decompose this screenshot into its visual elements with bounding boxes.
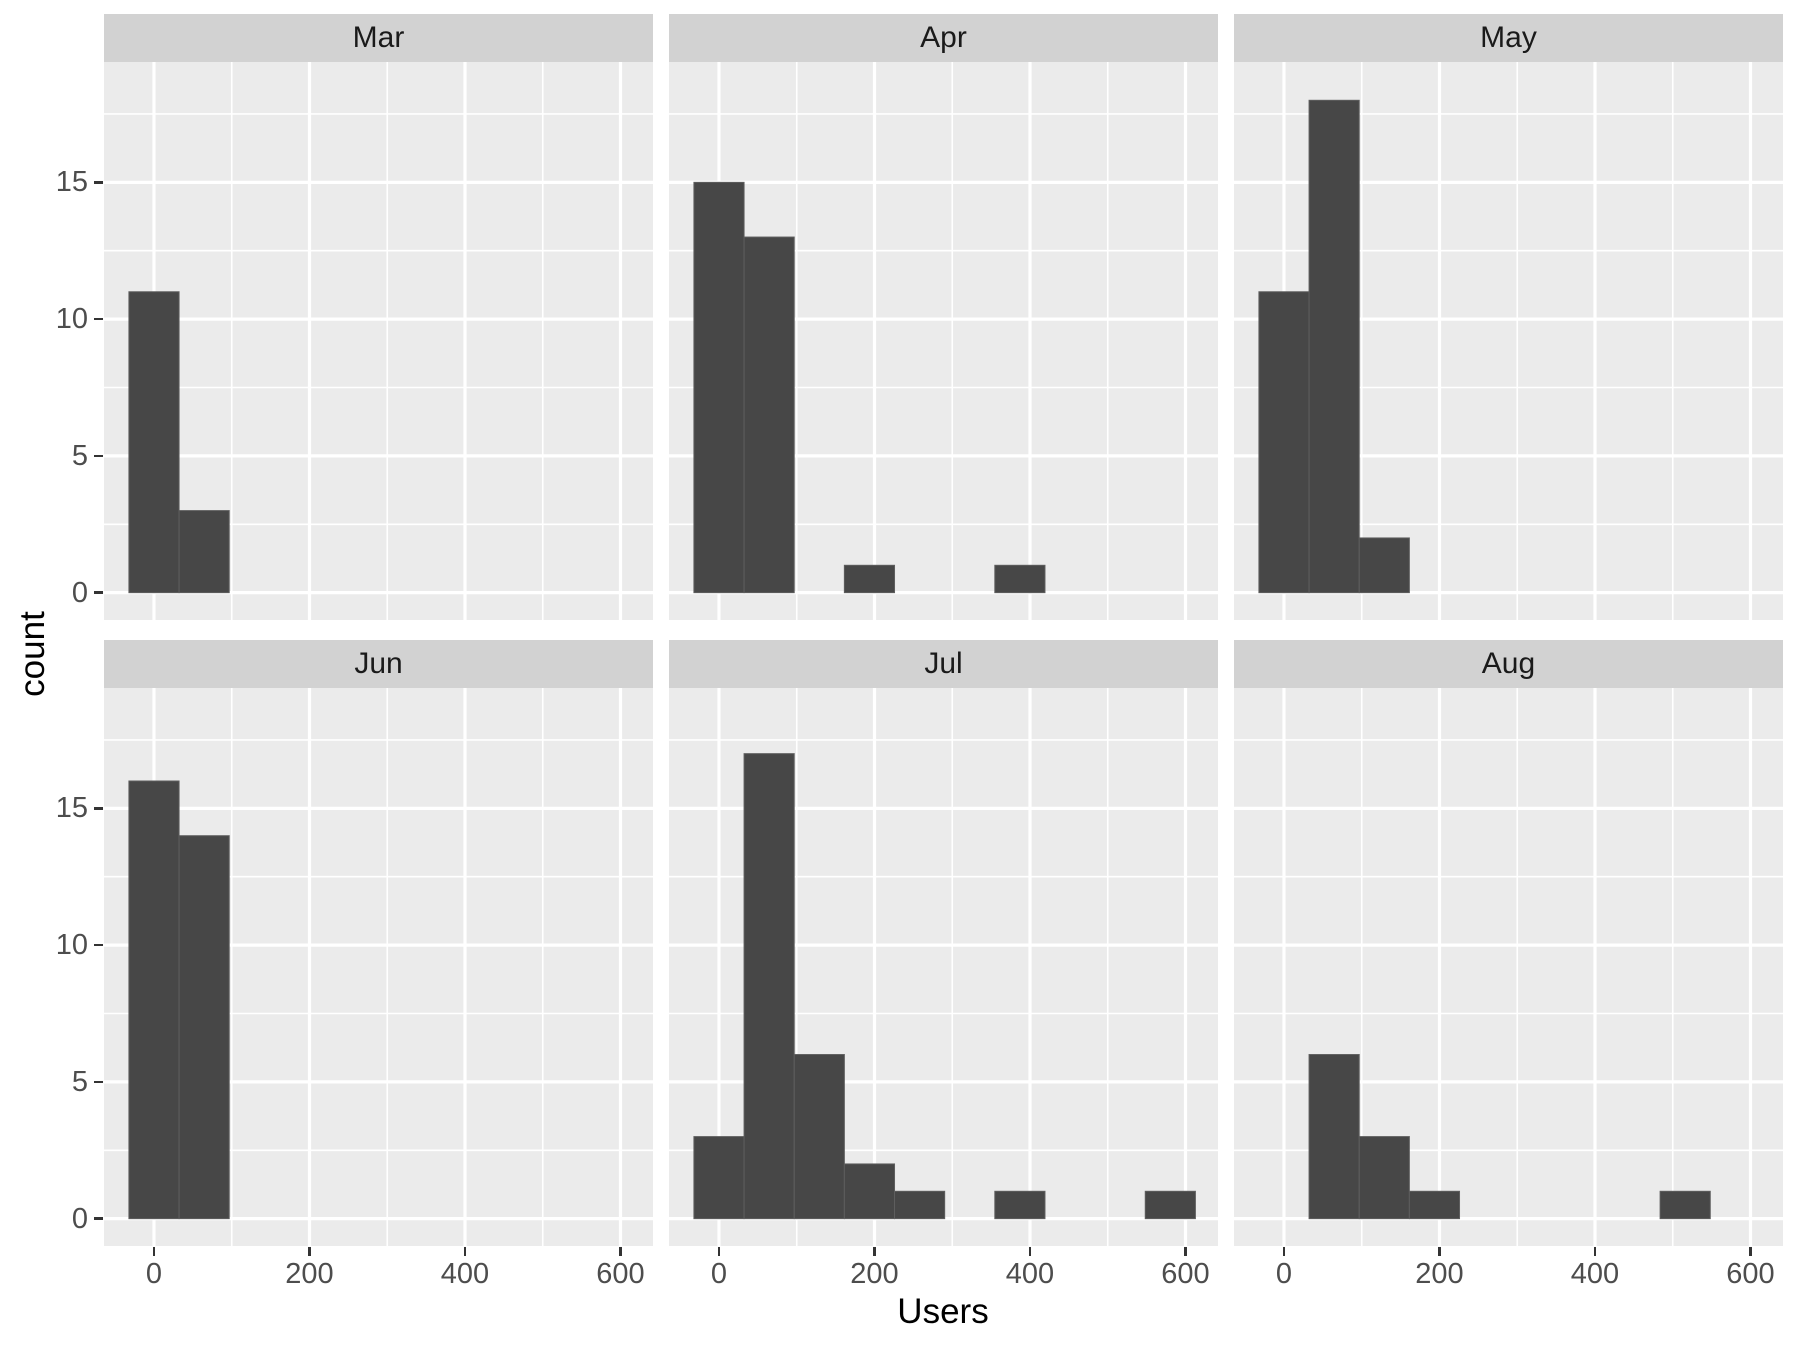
histogram-bar (178, 510, 230, 594)
x-tick-mark (619, 1247, 622, 1256)
histogram-bar (128, 291, 180, 594)
facet-strip-apr: Apr (669, 14, 1218, 62)
y-tick-label: 10 (55, 303, 88, 336)
facet-strip-label: Jul (924, 647, 963, 680)
x-tick-mark (463, 1247, 467, 1256)
facet-strip-label: Mar (352, 21, 405, 54)
facet-strip-may: May (1234, 14, 1783, 62)
x-tick-label: 400 (1005, 1258, 1055, 1290)
x-tick-mark (1438, 1247, 1441, 1256)
histogram-bar (843, 564, 896, 594)
histogram-bar (743, 236, 795, 594)
facet-strip-label: Jun (354, 647, 403, 680)
histogram-bar (1358, 1136, 1410, 1220)
x-tick-label: 200 (285, 1258, 334, 1290)
histogram-bar (1659, 1190, 1711, 1220)
x-tick-label: 600 (596, 1258, 645, 1290)
histogram-bar (994, 564, 1046, 594)
facet-strip-label: Apr (920, 21, 967, 54)
x-tick-mark (1593, 1247, 1597, 1256)
y-tick-mark (94, 943, 103, 947)
y-tick-mark (94, 807, 103, 810)
histogram-bar (178, 835, 230, 1220)
histogram-bar (894, 1190, 946, 1220)
y-tick-mark (94, 454, 103, 458)
y-tick-mark (94, 1080, 103, 1084)
y-tick-label: 0 (71, 1202, 88, 1235)
facet-strip-aug: Aug (1234, 640, 1783, 688)
histogram-panel-may (1234, 62, 1783, 620)
y-tick-label: 10 (55, 929, 88, 962)
x-tick-label: 0 (1275, 1258, 1293, 1290)
y-tick-label: 5 (71, 1065, 88, 1098)
y-tick-mark (94, 317, 103, 321)
x-tick-label: 200 (850, 1258, 899, 1290)
histogram-bar (994, 1190, 1046, 1220)
y-tick-mark (94, 1217, 103, 1220)
x-tick-mark (152, 1247, 156, 1256)
y-tick-label: 5 (71, 439, 88, 472)
histogram-bar (1144, 1190, 1196, 1220)
facet-strip-jun: Jun (104, 640, 653, 688)
histogram-panel-jul (669, 688, 1218, 1246)
histogram-bar (743, 753, 795, 1220)
x-tick-mark (1282, 1247, 1286, 1256)
histogram-bar (128, 780, 180, 1220)
x-tick-mark (1028, 1247, 1032, 1256)
histogram-bar (843, 1163, 896, 1220)
y-tick-label: 15 (55, 792, 88, 825)
x-tick-mark (1749, 1247, 1752, 1256)
x-tick-mark (1184, 1247, 1187, 1256)
x-tick-label: 400 (440, 1258, 490, 1290)
histogram-panel-mar (104, 62, 653, 620)
x-tick-label: 600 (1726, 1258, 1775, 1290)
y-tick-mark (94, 591, 103, 594)
x-tick-label: 400 (1570, 1258, 1620, 1290)
x-tick-label: 0 (145, 1258, 163, 1290)
histogram-bar (1308, 99, 1360, 594)
facet-strip-jul: Jul (669, 640, 1218, 688)
histogram-bar (693, 1136, 745, 1220)
x-tick-label: 0 (710, 1258, 728, 1290)
y-tick-label: 15 (55, 166, 88, 199)
x-tick-mark (717, 1247, 721, 1256)
y-tick-label: 0 (71, 576, 88, 609)
y-axis-title: count (13, 611, 52, 697)
x-axis-title: Users (897, 1292, 989, 1331)
histogram-panel-aug (1234, 688, 1783, 1246)
facet-strip-label: May (1480, 21, 1537, 54)
x-tick-label: 200 (1415, 1258, 1464, 1290)
histogram-panel-jun (104, 688, 653, 1246)
x-tick-mark (873, 1247, 876, 1256)
x-tick-mark (308, 1247, 311, 1256)
facet-strip-label: Aug (1481, 647, 1536, 680)
histogram-bar (693, 181, 745, 594)
histogram-panel-apr (669, 62, 1218, 620)
histogram-bar (1258, 291, 1310, 594)
x-tick-label: 600 (1161, 1258, 1210, 1290)
facet-strip-mar: Mar (104, 14, 653, 62)
histogram-bar (793, 1054, 845, 1220)
histogram-bar (1308, 1054, 1360, 1220)
histogram-bar (1408, 1190, 1461, 1220)
y-tick-mark (94, 181, 103, 184)
histogram-bar (1358, 537, 1410, 594)
